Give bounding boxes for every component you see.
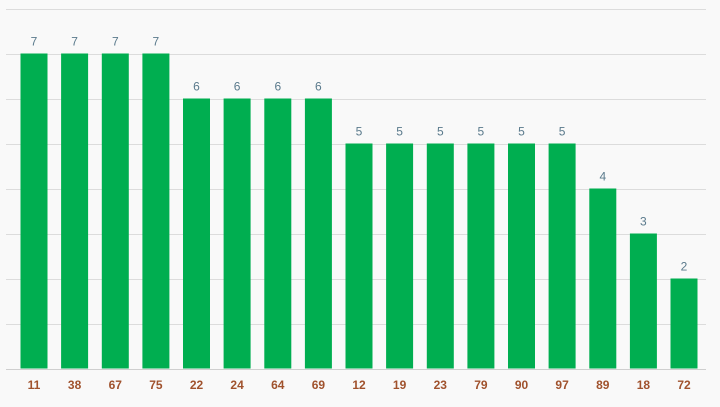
bar-72 (670, 278, 698, 369)
x-tick-label-67: 67 (109, 378, 123, 392)
x-tick-label-38: 38 (68, 378, 82, 392)
x-tick-label-19: 19 (393, 378, 407, 392)
data-label-22: 6 (193, 80, 200, 94)
value-labels-group: 7 7 7 7 6 6 6 6 5 5 5 5 5 5 4 3 2 (31, 35, 688, 274)
data-label-64: 6 (274, 80, 281, 94)
data-label-79: 5 (478, 125, 485, 139)
bar-69 (304, 98, 332, 369)
x-tick-label-75: 75 (149, 378, 163, 392)
bar-19 (386, 143, 414, 369)
bar-38 (61, 53, 89, 369)
bar-23 (426, 143, 454, 369)
x-tick-label-12: 12 (352, 378, 366, 392)
bar-12 (345, 143, 373, 369)
bar-64 (264, 98, 292, 369)
x-axis-tick-labels: 11 38 67 75 22 24 64 69 12 19 23 79 90 97 89 18 72 (28, 378, 691, 392)
data-label-38: 7 (71, 35, 78, 49)
data-label-18: 3 (640, 215, 647, 229)
data-label-89: 4 (599, 170, 606, 184)
data-label-11: 7 (31, 35, 38, 49)
bar-89 (589, 188, 617, 369)
x-tick-label-69: 69 (312, 378, 326, 392)
x-tick-label-18: 18 (637, 378, 651, 392)
x-tick-label-89: 89 (596, 378, 610, 392)
data-label-23: 5 (437, 125, 444, 139)
data-label-97: 5 (559, 125, 566, 139)
data-label-12: 5 (356, 125, 363, 139)
x-tick-label-90: 90 (515, 378, 529, 392)
data-label-75: 7 (153, 35, 160, 49)
data-label-67: 7 (112, 35, 119, 49)
x-tick-label-24: 24 (230, 378, 244, 392)
bars-group (20, 53, 698, 369)
bar-90 (508, 143, 535, 369)
data-label-90: 5 (518, 125, 525, 139)
x-tick-label-72: 72 (677, 378, 691, 392)
x-tick-label-79: 79 (474, 378, 488, 392)
x-tick-label-97: 97 (555, 378, 569, 392)
bar-24 (223, 98, 251, 369)
bar-11 (20, 53, 48, 369)
data-label-19: 5 (396, 125, 403, 139)
x-tick-label-64: 64 (271, 378, 285, 392)
x-tick-label-11: 11 (28, 378, 41, 392)
data-label-24: 6 (234, 80, 241, 94)
bar-75 (142, 53, 170, 369)
data-label-69: 6 (315, 80, 322, 94)
data-label-72: 2 (681, 260, 688, 274)
x-tick-label-23: 23 (434, 378, 448, 392)
x-tick-label-22: 22 (190, 378, 204, 392)
bar-22 (183, 98, 210, 369)
bar-79 (467, 143, 495, 369)
bar-67 (101, 53, 129, 369)
bar-18 (629, 233, 657, 369)
bar-97 (548, 143, 576, 369)
